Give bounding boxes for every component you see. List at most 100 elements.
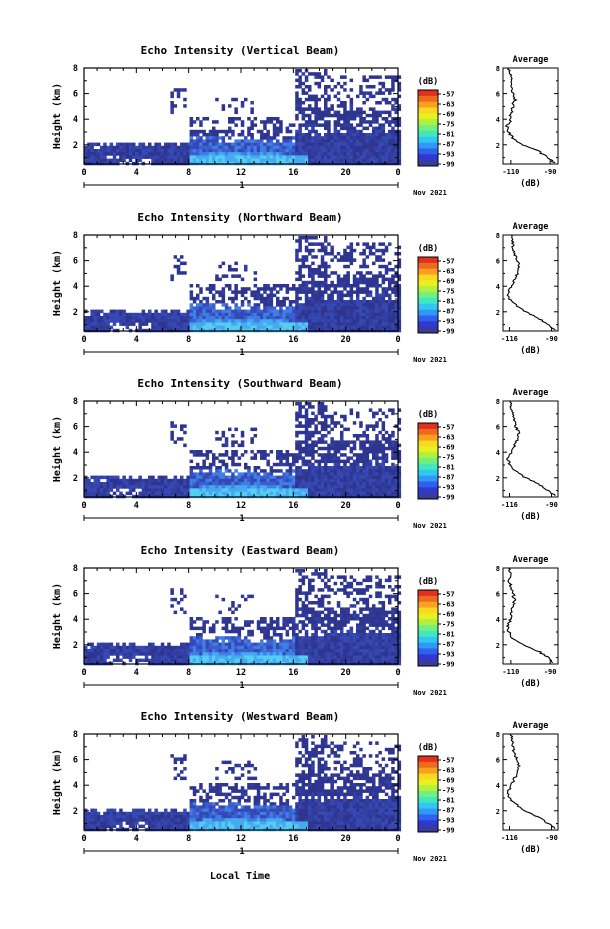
y-tick-label: 6 xyxy=(73,423,78,433)
avg-y-tick: 6 xyxy=(496,424,500,432)
colorbar-tick: -69 xyxy=(442,777,455,785)
colorbar-tick: -99 xyxy=(442,661,455,669)
average-frame xyxy=(502,400,559,498)
avg-x-label: (dB) xyxy=(520,179,540,189)
colorbar-tick: -63 xyxy=(442,434,455,442)
colorbar-tick: -69 xyxy=(442,444,455,452)
y-tick-label: 6 xyxy=(73,590,78,600)
colorbar-tick: -75 xyxy=(442,454,455,462)
colorbar-tick: -63 xyxy=(442,767,455,775)
colorbar-tick: -69 xyxy=(442,111,455,119)
y-ticks: 2 4 6 8 xyxy=(73,397,398,492)
avg-x-tick: -90 xyxy=(544,168,557,176)
avg-x-label: (dB) xyxy=(520,679,540,689)
y-ticks: 2 4 6 8 xyxy=(73,231,398,326)
average-profile: Average 2 4 6 8 -116 -90 (dB) xyxy=(496,222,559,356)
echo-field xyxy=(84,569,402,666)
y-axis-label: Height (km) xyxy=(51,416,63,482)
x-tick-label: 8 xyxy=(186,501,191,511)
date-label: Nov 2021 xyxy=(413,689,447,697)
average-frame xyxy=(502,733,559,831)
colorbar: (dB) -57 -63 -69 -75 -81 -87 -93 -99 xyxy=(417,410,455,502)
x-axis-label: Local Time xyxy=(210,870,270,882)
colorbar-tick: -87 xyxy=(442,141,455,149)
average-line xyxy=(505,400,556,497)
x-tick-label: 0 xyxy=(81,668,86,678)
avg-x-tick: -90 xyxy=(544,668,557,676)
colorbar-tick: -75 xyxy=(442,121,455,129)
avg-x-tick: -90 xyxy=(545,335,558,343)
x-tick-label: 16 xyxy=(288,335,298,345)
x-tick-label: 12 xyxy=(236,834,246,844)
panel-title: Echo Intensity (Vertical Beam) xyxy=(141,44,340,57)
colorbar-tick: -57 xyxy=(442,91,455,99)
colorbar-tick: -81 xyxy=(442,631,455,639)
average-line xyxy=(506,234,556,331)
x-tick-label: 0 xyxy=(395,501,400,511)
colorbar-tick: -69 xyxy=(442,611,455,619)
x-tick-label: 0 xyxy=(395,668,400,678)
x-tick-label: 8 xyxy=(186,335,191,345)
x-ticks: 0 4 8 12 16 20 0 xyxy=(81,734,401,844)
avg-x-tick: -116 xyxy=(501,335,518,343)
colorbar-tick: -81 xyxy=(442,797,455,805)
date-label: Nov 2021 xyxy=(413,189,447,197)
colorbar-tick: -57 xyxy=(442,591,455,599)
echo-field xyxy=(84,69,402,166)
x-tick-label: 16 xyxy=(288,168,298,178)
average-frame xyxy=(502,67,559,165)
y-tick-label: 4 xyxy=(73,448,78,458)
x-tick-label: 0 xyxy=(395,335,400,345)
x-tick-label: 20 xyxy=(341,668,351,678)
x-tick-label: 16 xyxy=(288,668,298,678)
avg-y-tick: 6 xyxy=(496,258,500,266)
avg-y-tick: 4 xyxy=(496,449,500,457)
y-tick-label: 8 xyxy=(73,730,78,740)
avg-y-tick: 2 xyxy=(496,475,500,483)
x-tick-label: 8 xyxy=(186,834,191,844)
day-bracket: 1 xyxy=(83,181,399,191)
colorbar-tick: -87 xyxy=(442,807,455,815)
colorbar-tick: -57 xyxy=(442,424,455,432)
average-line xyxy=(505,567,554,664)
colorbar-tick: -63 xyxy=(442,601,455,609)
avg-y-tick: 2 xyxy=(496,309,500,317)
colorbar-tick: -99 xyxy=(442,161,455,169)
colorbar-tick: -57 xyxy=(442,258,455,266)
y-tick-label: 4 xyxy=(73,615,78,625)
x-tick-label: 12 xyxy=(236,335,246,345)
average-title: Average xyxy=(513,388,549,398)
average-frame xyxy=(502,567,559,665)
x-tick-label: 0 xyxy=(81,335,86,345)
x-tick-label: 20 xyxy=(341,335,351,345)
x-tick-label: 4 xyxy=(134,668,139,678)
average-title: Average xyxy=(513,55,549,65)
date-label: Nov 2021 xyxy=(413,855,447,863)
day-marker: 1 xyxy=(239,514,244,524)
avg-y-tick: 8 xyxy=(496,731,500,739)
panel-title: Echo Intensity (Eastward Beam) xyxy=(141,544,340,557)
day-bracket: 1 xyxy=(83,681,399,691)
y-axis-label: Height (km) xyxy=(51,749,63,815)
colorbar-unit: (dB) xyxy=(418,743,438,753)
x-tick-label: 16 xyxy=(288,834,298,844)
colorbar-unit: (dB) xyxy=(418,244,438,254)
colorbar-tick: -93 xyxy=(442,651,455,659)
avg-y-tick: 4 xyxy=(496,283,500,291)
colorbar-tick: -93 xyxy=(442,318,455,326)
average-title: Average xyxy=(513,721,549,731)
y-tick-label: 4 xyxy=(73,282,78,292)
avg-y-tick: 2 xyxy=(496,808,500,816)
x-tick-label: 4 xyxy=(134,335,139,345)
panel-0: Echo Intensity (Vertical Beam)0 4 8 12 16 20 0… xyxy=(51,44,559,197)
average-title: Average xyxy=(513,555,549,565)
x-ticks: 0 4 8 12 16 20 0 xyxy=(81,235,401,345)
x-tick-label: 12 xyxy=(236,501,246,511)
echo-field xyxy=(84,735,402,832)
x-tick-label: 8 xyxy=(186,168,191,178)
average-frame xyxy=(502,234,559,332)
panel-title: Echo Intensity (Westward Beam) xyxy=(141,710,340,723)
panel-1: Echo Intensity (Northward Beam)0 4 8 12 16 20… xyxy=(51,211,559,364)
y-tick-label: 6 xyxy=(73,90,78,100)
